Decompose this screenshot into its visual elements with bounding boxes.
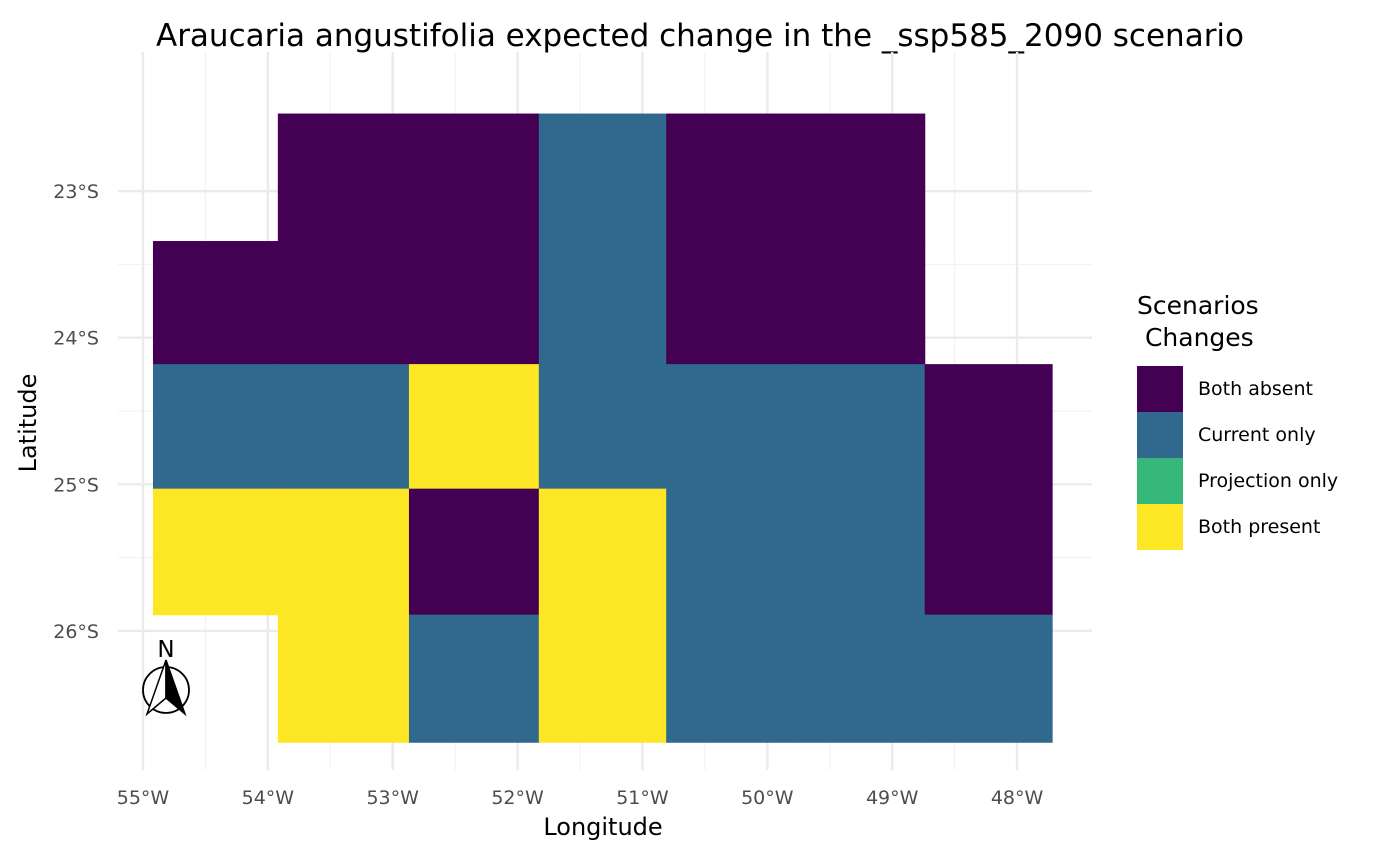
north-arrow-label: N [157,637,174,663]
x-axis-ticks: 55°W 54°W 53°W 52°W 51°W 50°W 49°W 48°W [117,787,1044,809]
map-cell [794,113,926,242]
x-tick-label: 49°W [866,787,919,809]
x-tick-label: 55°W [117,787,170,809]
map-cell [794,241,926,365]
legend-item: Projection only [1137,458,1338,504]
map-cell [538,113,667,242]
map-cell [277,113,410,242]
north-arrow-icon: N [142,637,190,717]
x-tick-label: 52°W [491,787,544,809]
map-cell [794,364,926,490]
legend-label: Both present [1198,516,1321,538]
map-cell [538,614,667,743]
legend-title: Scenarios Changes [1137,291,1259,352]
map-cell [924,614,1053,743]
map-cell [277,488,410,616]
y-tick-label: 26°S [53,621,99,643]
x-tick-label: 54°W [242,787,295,809]
map-cell [152,488,279,616]
map-cell [794,488,926,616]
chart-title: Araucaria angustifolia expected change i… [155,18,1245,54]
legend-label: Projection only [1198,470,1339,492]
legend-key [1137,458,1183,504]
map-cell [538,364,667,490]
map-cell [152,364,279,490]
map-cell [277,614,410,743]
legend-item: Current only [1137,412,1338,458]
map-cell [794,614,926,743]
legend-label: Both absent [1198,378,1313,400]
map-cell [277,241,410,365]
x-tick-label: 48°W [991,787,1044,809]
legend-label: Current only [1198,424,1316,446]
y-tick-label: 24°S [53,328,99,350]
legend-item: Both absent [1137,366,1338,412]
y-axis-title: Latitude [14,374,42,473]
map-cell [666,241,796,365]
legend-item: Both present [1137,504,1338,550]
map-cell [538,241,667,365]
map-cell [924,488,1053,616]
legend-key [1137,412,1183,458]
y-axis-ticks: 23°S 24°S 25°S 26°S [53,181,99,643]
map-cell [666,113,796,242]
map-cell [408,488,540,616]
legend: Scenarios Changes Both absent Current onl… [1137,290,1338,550]
map-cell [924,364,1053,490]
x-tick-label: 51°W [616,787,669,809]
map-cell [277,364,410,490]
y-tick-label: 25°S [53,474,99,496]
map-cell [666,488,796,616]
x-tick-label: 50°W [741,787,794,809]
x-axis-title: Longitude [543,813,662,841]
map-cells [152,113,1053,743]
x-tick-label: 53°W [366,787,419,809]
map-cell [408,113,540,242]
y-tick-label: 23°S [53,181,99,203]
map-cell [408,614,540,743]
map-cell [538,488,667,616]
map-cell [666,614,796,743]
map-cell [666,364,796,490]
map-cell [408,241,540,365]
legend-key [1137,504,1183,550]
map-cell [408,364,540,490]
legend-key [1137,366,1183,412]
map-cell [152,241,279,365]
